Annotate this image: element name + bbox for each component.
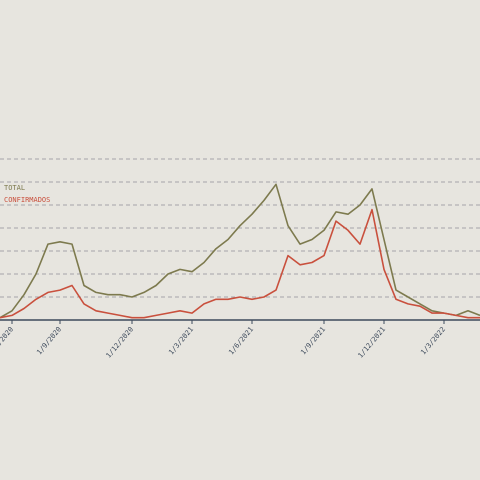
data-line (0, 208, 480, 319)
legend-label: TOTAL (4, 184, 25, 192)
data-line (0, 183, 480, 319)
legend-label: CONFIRMADOS (4, 196, 50, 204)
